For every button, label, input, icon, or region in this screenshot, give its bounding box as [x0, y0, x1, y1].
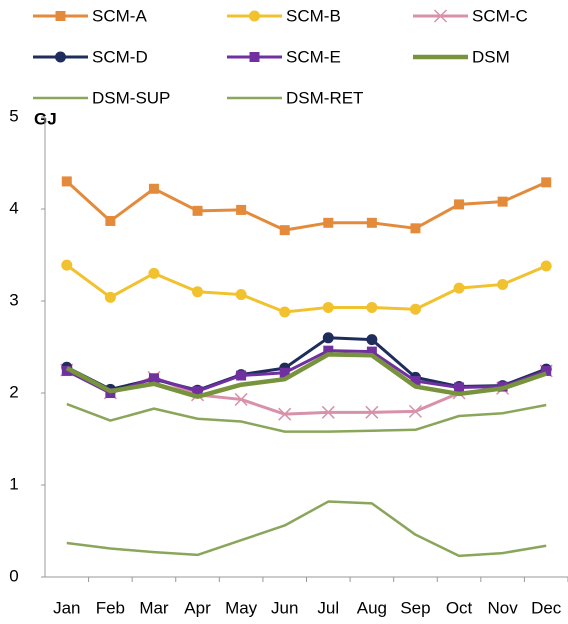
legend-item: DSM-RET — [227, 88, 363, 107]
marker — [192, 286, 204, 298]
marker — [366, 217, 377, 228]
x-tick-label: Jul — [317, 598, 339, 617]
marker — [410, 376, 421, 387]
marker — [249, 10, 260, 22]
line — [65, 263, 547, 314]
marker — [366, 301, 378, 313]
marker — [148, 267, 160, 279]
legend-item: SCM-E — [227, 47, 341, 66]
x-tick-label: Jan — [53, 598, 80, 617]
marker — [61, 259, 73, 271]
marker — [61, 176, 72, 187]
marker — [279, 306, 291, 318]
y-tick-label: 2 — [9, 382, 18, 401]
marker — [279, 367, 290, 378]
series — [66, 402, 547, 433]
marker — [453, 282, 465, 294]
marker — [235, 289, 247, 301]
marker — [192, 386, 203, 397]
line — [65, 352, 547, 399]
marker — [433, 9, 448, 23]
legend-label: SCM-B — [286, 6, 341, 25]
x-tick-label: Feb — [96, 598, 125, 617]
marker — [278, 407, 292, 421]
x-tick-label: Apr — [184, 598, 211, 617]
x-tick-label: May — [225, 598, 258, 617]
marker — [55, 51, 66, 63]
line — [66, 349, 547, 395]
marker — [323, 217, 334, 228]
marker — [410, 223, 421, 234]
y-tick-label: 4 — [9, 198, 18, 217]
legend-item: SCM-B — [227, 6, 341, 25]
marker — [365, 405, 379, 419]
y-tick-label: 0 — [9, 566, 18, 585]
marker — [366, 346, 377, 357]
line — [66, 500, 547, 558]
marker — [366, 334, 378, 346]
y-tick-label: 1 — [9, 474, 18, 493]
marker — [409, 303, 421, 315]
legend-label: DSM-SUP — [92, 88, 170, 107]
x-tick-label: Oct — [446, 598, 473, 617]
legend-label: SCM-C — [472, 6, 528, 25]
y-tick-label: 5 — [9, 106, 18, 125]
marker — [541, 177, 552, 188]
marker — [321, 405, 335, 419]
marker — [55, 11, 66, 21]
x-tick-label: Sep — [400, 598, 430, 617]
line — [65, 180, 547, 232]
legend-label: SCM-D — [92, 47, 148, 66]
x-tick-label: Mar — [139, 598, 169, 617]
series — [61, 259, 552, 318]
marker — [322, 301, 334, 313]
y-tick-label: 3 — [9, 290, 18, 309]
marker — [322, 332, 334, 344]
marker — [236, 204, 247, 215]
marker — [323, 345, 334, 356]
marker — [497, 196, 508, 207]
marker — [104, 291, 116, 303]
marker — [249, 52, 260, 62]
legend-item: DSM-SUP — [33, 88, 170, 107]
legend-item: SCM-A — [33, 6, 147, 25]
series — [66, 500, 547, 558]
legend-item: SCM-C — [413, 6, 528, 25]
marker — [454, 382, 465, 393]
marker — [61, 365, 72, 376]
marker — [408, 404, 422, 418]
x-tick-label: Nov — [488, 598, 519, 617]
marker — [279, 225, 290, 236]
legend-item: SCM-D — [33, 47, 148, 66]
x-tick-label: Jun — [271, 598, 298, 617]
line — [66, 402, 547, 433]
marker — [234, 392, 248, 406]
legend-label: SCM-A — [92, 6, 147, 25]
marker — [148, 183, 159, 194]
marker — [192, 205, 203, 216]
legend-item: DSM — [413, 47, 510, 66]
marker — [236, 370, 247, 381]
marker — [454, 199, 465, 210]
x-tick-label: Dec — [531, 598, 562, 617]
marker — [541, 365, 552, 376]
series — [61, 176, 552, 236]
x-tick-label: Aug — [357, 598, 387, 617]
legend-label: DSM — [472, 47, 510, 66]
legend-label: SCM-E — [286, 47, 341, 66]
marker — [105, 215, 116, 226]
series — [65, 352, 547, 399]
marker — [148, 373, 159, 384]
legend-label: DSM-RET — [286, 88, 363, 107]
marker — [497, 278, 509, 290]
marker — [540, 260, 552, 272]
